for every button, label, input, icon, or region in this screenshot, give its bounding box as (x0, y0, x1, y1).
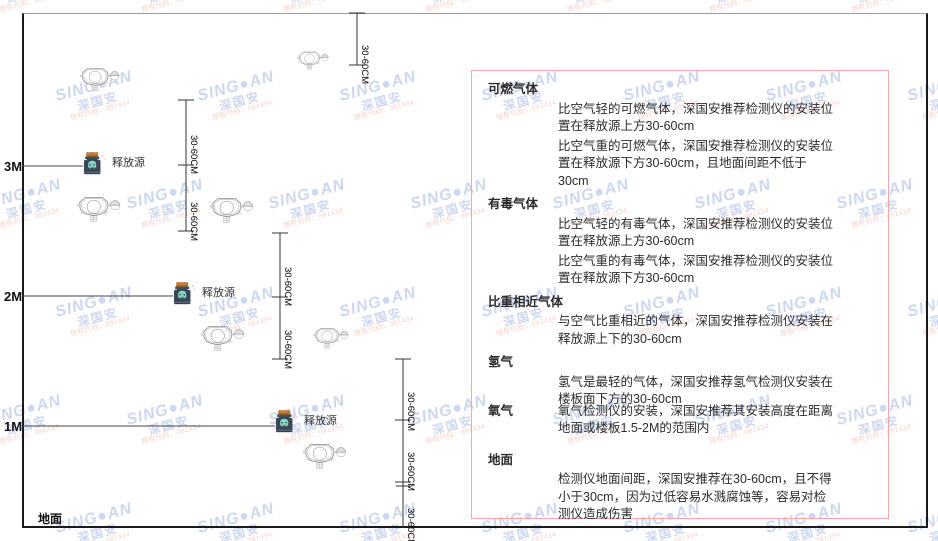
svg-text:30-60CM: 30-60CM (188, 135, 199, 174)
svg-text:释放源: 释放源 (202, 285, 235, 299)
svg-text:30-60CM: 30-60CM (282, 267, 293, 306)
svg-text:30-60CM: 30-60CM (188, 202, 199, 241)
svg-text:30-60CM: 30-60CM (405, 452, 416, 491)
svg-text:1M: 1M (4, 419, 22, 434)
svg-text:2M: 2M (4, 289, 22, 304)
svg-text:30-60CM: 30-60CM (282, 330, 293, 369)
svg-text:释放源: 释放源 (112, 155, 145, 169)
svg-text:3M: 3M (4, 159, 22, 174)
svg-text:30-60CM: 30-60CM (405, 508, 416, 541)
svg-text:释放源: 释放源 (304, 413, 337, 427)
svg-text:30-60CM: 30-60CM (359, 45, 370, 84)
svg-text:30-60CM: 30-60CM (405, 392, 416, 431)
svg-text:地面: 地面 (38, 511, 62, 526)
